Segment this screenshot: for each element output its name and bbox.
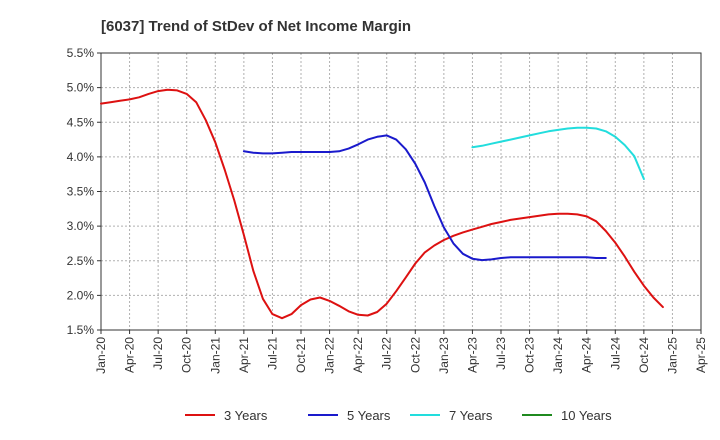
y-tick-label: 4.0% xyxy=(67,150,95,164)
y-tick-label: 3.5% xyxy=(67,185,95,199)
x-tick-label: Jan-22 xyxy=(323,337,337,374)
y-tick-label: 2.5% xyxy=(67,254,95,268)
x-tick-label: Jan-23 xyxy=(437,337,451,374)
x-tick-label: Apr-24 xyxy=(580,337,594,373)
x-tick-label: Jul-24 xyxy=(608,337,622,370)
gridlines xyxy=(100,52,702,331)
x-tick-label: Jan-21 xyxy=(208,337,222,374)
x-tick-label: Apr-23 xyxy=(465,337,479,373)
legend-label-3-years: 3 Years xyxy=(224,408,268,423)
x-tick-label: Jul-23 xyxy=(494,337,508,370)
legend: 3 Years 5 Years 7 Years 10 Years xyxy=(185,408,612,423)
plot-frame xyxy=(100,52,702,331)
y-tick-label: 1.5% xyxy=(67,323,95,337)
x-tick-label: Apr-21 xyxy=(237,337,251,373)
x-tick-label: Jul-21 xyxy=(265,337,279,370)
y-tick-label: 4.5% xyxy=(67,115,95,129)
x-tick-label: Jul-22 xyxy=(380,337,394,370)
series-lines xyxy=(100,88,664,320)
x-tick-label: Oct-22 xyxy=(408,337,422,373)
x-tick-label: Jan-24 xyxy=(551,337,565,374)
legend-label-5-years: 5 Years xyxy=(347,408,391,423)
x-tick-label: Apr-20 xyxy=(123,337,137,373)
y-tick-label: 5.5% xyxy=(67,46,95,60)
x-tick-label: Oct-23 xyxy=(523,337,537,373)
series-line-3-years xyxy=(100,88,664,320)
x-tick-label: Jan-20 xyxy=(94,337,108,374)
x-tick-label: Jul-20 xyxy=(151,337,165,370)
x-tick-label: Oct-20 xyxy=(180,337,194,373)
y-tick-label: 2.0% xyxy=(67,288,95,302)
x-tick-label: Oct-21 xyxy=(294,337,308,373)
legend-label-7-years: 7 Years xyxy=(449,408,493,423)
y-tick-label: 5.0% xyxy=(67,81,95,95)
x-tick-label: Jan-25 xyxy=(665,337,679,374)
legend-label-10-years: 10 Years xyxy=(561,408,612,423)
x-tick-label: Apr-25 xyxy=(694,337,708,373)
y-tick-label: 3.0% xyxy=(67,219,95,233)
chart-title: [6037] Trend of StDev of Net Income Marg… xyxy=(101,18,411,35)
axes: 5.5%5.0%4.5%4.0%3.5%3.0%2.5%2.0%1.5%Jan-… xyxy=(67,46,708,374)
series-line-7-years xyxy=(471,126,645,180)
series-line-5-years xyxy=(242,134,607,262)
x-tick-label: Oct-24 xyxy=(637,337,651,373)
x-tick-label: Apr-22 xyxy=(351,337,365,373)
